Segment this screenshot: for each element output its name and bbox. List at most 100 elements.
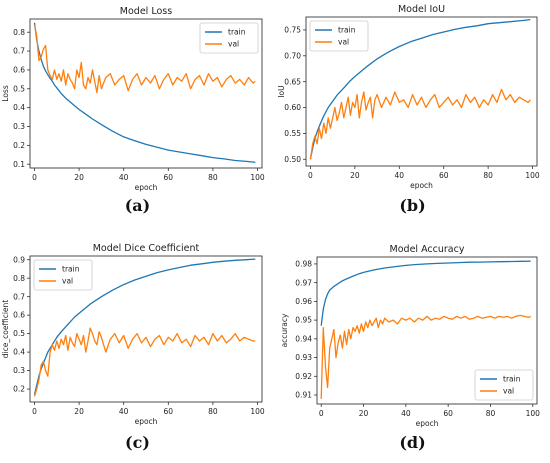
loss-plot-frame: [29, 18, 263, 169]
accuracy-x-tick-label: 0: [319, 409, 324, 418]
dice-y-tick-label: 0.4: [13, 348, 25, 357]
iou-x-tick-label: 100: [525, 171, 540, 180]
accuracy-x-tick-label: 100: [526, 409, 541, 418]
accuracy-chart: Model Accuracy 0 20 40 60 80 100 0.91 0.92 0.93 0.…: [280, 244, 541, 428]
iou-series-val-line: [309, 88, 531, 160]
loss-y-tick-label: 0.6: [13, 66, 25, 75]
loss-x-tick-label: 20: [74, 173, 84, 182]
dice-legend-val-label: val: [62, 277, 73, 286]
iou-chart: Model IoU 0 20 40 60 80 100 0.50 0.55 0.60 0.65 0.7…: [277, 4, 540, 190]
dice-x-tick-label: 0: [32, 407, 37, 416]
dice-chart-title: Model Dice Coefficient: [93, 243, 200, 254]
dice-y-axis-label: dice_coefficient: [1, 300, 10, 358]
dice-x-axis-label: epoch: [135, 417, 158, 426]
accuracy-y-tick-label: 0.97: [295, 278, 312, 287]
dice-x-tick-label: 40: [119, 407, 129, 416]
accuracy-y-tick-label: 0.95: [295, 316, 312, 325]
dice-chart-panel: Model Dice Coefficient 0 20 40 60 80 100 0.2 0.3…: [0, 232, 275, 463]
iou-legend-train-label: train: [338, 26, 356, 35]
dice-y-tick-label: 0.5: [13, 329, 25, 338]
accuracy-legend-train-label: train: [503, 375, 521, 384]
iou-series-train-line: [309, 18, 531, 160]
accuracy-x-tick-label: 60: [443, 409, 453, 418]
iou-legend-val-label: val: [338, 38, 349, 47]
loss-y-tick-label: 0.3: [13, 122, 25, 131]
iou-x-tick-label: 80: [483, 171, 493, 180]
accuracy-plot-frame: [316, 256, 538, 405]
iou-chart-caption: (b): [399, 196, 426, 215]
loss-y-tick-label: 0.2: [13, 141, 25, 150]
accuracy-legend-box: [474, 369, 534, 401]
accuracy-y-tick-label: 0.92: [295, 372, 312, 381]
dice-y-tick-label: 0.2: [13, 385, 25, 394]
loss-x-tick-label: 100: [250, 173, 265, 182]
loss-y-axis-label: Loss: [1, 85, 10, 102]
loss-y-tick-label: 0.4: [13, 103, 25, 112]
iou-plot-frame: [305, 16, 538, 167]
iou-y-axis-label: IoU: [277, 85, 286, 97]
iou-y-tick-label: 0.55: [284, 129, 301, 138]
iou-y-tick-label: 0.65: [284, 77, 301, 86]
iou-y-tick-label: 0.70: [284, 51, 301, 60]
accuracy-series-val-line: [320, 314, 531, 399]
loss-chart-panel: Model Loss 0 20 40 60 80 100 0.1 0.2 0.3 0.4 0.5 0.6…: [0, 0, 275, 231]
iou-chart-title: Model IoU: [398, 4, 445, 15]
loss-series-train-line: [33, 22, 256, 163]
iou-x-tick-label: 20: [350, 171, 360, 180]
iou-x-tick-label: 0: [308, 171, 313, 180]
iou-x-tick-label: 40: [395, 171, 405, 180]
dice-x-tick-label: 60: [164, 407, 174, 416]
loss-legend-val-label: val: [228, 40, 239, 49]
loss-x-tick-label: 80: [208, 173, 218, 182]
accuracy-x-axis-label: epoch: [416, 419, 439, 428]
dice-x-tick-label: 80: [208, 407, 218, 416]
loss-y-tick-label: 0.7: [13, 47, 25, 56]
dice-series-train-line: [33, 258, 256, 395]
iou-x-tick-label: 60: [439, 171, 449, 180]
loss-series-val-line: [33, 24, 256, 94]
accuracy-y-tick-label: 0.96: [295, 297, 312, 306]
loss-legend-box: [199, 22, 259, 54]
loss-x-tick-label: 40: [119, 173, 129, 182]
loss-legend-train-label: train: [228, 28, 246, 37]
loss-chart-caption: (a): [124, 196, 151, 215]
loss-y-tick-label: 0.1: [13, 160, 25, 169]
accuracy-series-train-line: [320, 260, 531, 326]
dice-y-tick-label: 0.9: [13, 255, 25, 264]
dice-y-tick-label: 0.7: [13, 292, 25, 301]
accuracy-y-tick-label: 0.93: [295, 353, 312, 362]
loss-y-tick-label: 0.5: [13, 84, 25, 93]
dice-chart: Model Dice Coefficient 0 20 40 60 80 100 0.2 0.3…: [1, 243, 265, 426]
accuracy-y-tick-label: 0.98: [295, 260, 312, 269]
accuracy-x-tick-label: 80: [486, 409, 496, 418]
loss-x-tick-label: 0: [32, 173, 37, 182]
iou-legend-box: [309, 20, 369, 52]
dice-y-tick-label: 0.3: [13, 366, 25, 375]
accuracy-x-tick-label: 40: [401, 409, 411, 418]
iou-x-axis-label: epoch: [410, 181, 433, 190]
accuracy-y-axis-label: accuracy: [280, 313, 289, 347]
dice-y-tick-label: 0.6: [13, 311, 25, 320]
loss-chart-title: Model Loss: [120, 6, 172, 17]
dice-plot-frame: [29, 255, 263, 403]
dice-legend-train-label: train: [62, 265, 80, 274]
iou-y-tick-label: 0.50: [284, 155, 301, 164]
dice-x-tick-label: 100: [250, 407, 265, 416]
dice-x-tick-label: 20: [74, 407, 84, 416]
iou-chart-panel: Model IoU 0 20 40 60 80 100 0.50 0.55 0.60 0.65 0.7…: [275, 0, 550, 231]
iou-y-tick-label: 0.60: [284, 103, 301, 112]
accuracy-chart-panel: Model Accuracy 0 20 40 60 80 100 0.91 0.92 0.93 0.…: [275, 232, 550, 463]
loss-y-tick-label: 0.8: [13, 28, 25, 37]
accuracy-x-tick-label: 20: [359, 409, 369, 418]
loss-x-axis-label: epoch: [135, 183, 158, 192]
dice-series-val-line: [33, 327, 256, 397]
accuracy-y-tick-label: 0.91: [295, 391, 312, 400]
accuracy-chart-caption: (d): [399, 433, 426, 452]
dice-chart-caption: (c): [125, 433, 150, 452]
accuracy-legend-val-label: val: [503, 387, 514, 396]
loss-x-tick-label: 60: [164, 173, 174, 182]
iou-y-tick-label: 0.75: [284, 26, 301, 35]
accuracy-chart-title: Model Accuracy: [390, 244, 465, 255]
loss-chart: Model Loss 0 20 40 60 80 100 0.1 0.2 0.3 0.4 0.5 0.6…: [1, 6, 265, 192]
accuracy-y-tick-label: 0.94: [295, 334, 312, 343]
